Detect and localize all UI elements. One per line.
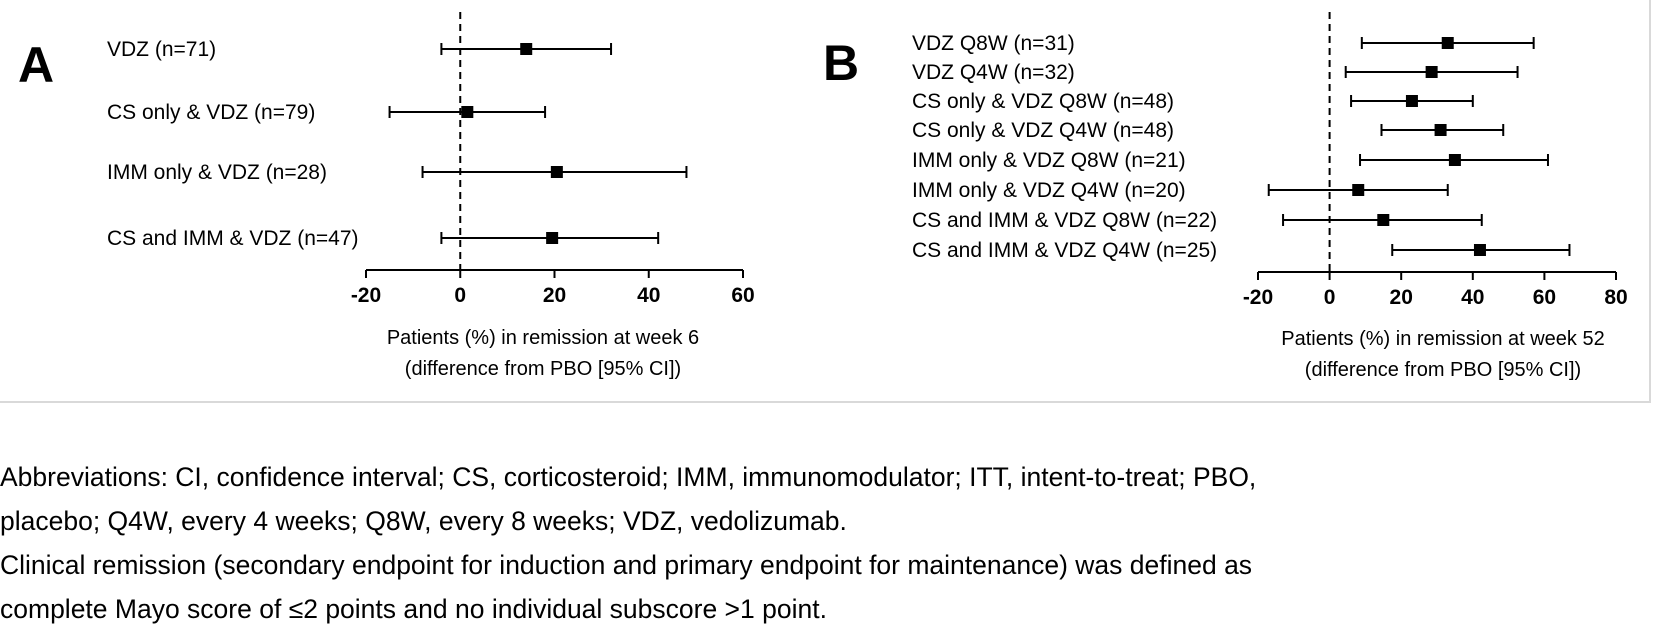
panel-a-tick-label: 60 bbox=[731, 284, 754, 307]
footnote-abbreviations-line-2: placebo; Q4W, every 4 weeks; Q8W, every … bbox=[0, 506, 847, 536]
panel-b-tick-label: 20 bbox=[1390, 286, 1413, 309]
panel-a-point-estimate bbox=[520, 43, 533, 55]
panel-b-point-estimate bbox=[1434, 124, 1447, 136]
panel-b-row-label: IMM only & VDZ Q4W (n=20) bbox=[912, 179, 1186, 202]
panel-b-axis-title-line-1: Patients (%) in remission at week 52 bbox=[1281, 328, 1604, 350]
panel-b-point-estimate bbox=[1448, 154, 1461, 166]
panel-b-letter: B bbox=[823, 35, 859, 91]
panel-a-point-estimate bbox=[546, 232, 559, 244]
forest-plot-figure: A -20 0 20 40 60 Patients (%) in remission at … bbox=[18, 12, 1628, 381]
panel-a-tick-label: -20 bbox=[351, 284, 381, 307]
panel-a-point-estimate bbox=[550, 166, 563, 178]
panel-b-tick-label: -20 bbox=[1243, 286, 1273, 309]
panel-b-row-label: IMM only & VDZ Q8W (n=21) bbox=[912, 149, 1186, 172]
panel-a-letter: A bbox=[18, 37, 54, 93]
panel-b-tick-label: 40 bbox=[1461, 286, 1484, 309]
panel-b-row-label: VDZ Q8W (n=31) bbox=[912, 32, 1075, 55]
panel-b-point-estimate bbox=[1473, 244, 1486, 256]
footnote-definition-line-2: complete Mayo score of ≤2 points and no … bbox=[0, 594, 827, 624]
panel-b-tick-label: 60 bbox=[1533, 286, 1556, 309]
panel-b-tick-label: 0 bbox=[1324, 286, 1336, 309]
panel-b-point-estimate bbox=[1425, 66, 1438, 78]
panel-b-axis-title-line-2: (difference from PBO [95% CI]) bbox=[1305, 359, 1581, 381]
panel-a-tick-label: 20 bbox=[543, 284, 566, 307]
panel-b-row-label: CS and IMM & VDZ Q8W (n=22) bbox=[912, 209, 1217, 232]
panel-b-tick-label: 80 bbox=[1604, 286, 1627, 309]
panel-b-point-estimate bbox=[1441, 37, 1454, 49]
panel-b-row-label: VDZ Q4W (n=32) bbox=[912, 61, 1075, 84]
panel-b-row-label: CS and IMM & VDZ Q4W (n=25) bbox=[912, 239, 1217, 262]
footnotes: Abbreviations: CI, confidence interval; … bbox=[0, 455, 1650, 631]
panel-b-point-estimate bbox=[1377, 214, 1390, 226]
panel-a-axis-title-line-2: (difference from PBO [95% CI]) bbox=[405, 358, 681, 380]
panel-a-point-estimate bbox=[461, 106, 474, 118]
panel-b-point-estimate bbox=[1352, 184, 1365, 196]
panel-a-row-label: CS only & VDZ (n=79) bbox=[107, 101, 315, 124]
panel-b-row-label: CS only & VDZ Q8W (n=48) bbox=[912, 90, 1174, 113]
panel-a-tick-label: 40 bbox=[637, 284, 660, 307]
panel-a-row-label: VDZ (n=71) bbox=[107, 38, 216, 61]
panel-a-row-label: IMM only & VDZ (n=28) bbox=[107, 161, 327, 184]
panel-a-tick-label: 0 bbox=[454, 284, 466, 307]
figure-frame bbox=[0, 0, 1651, 403]
panel-a-axis-title-line-1: Patients (%) in remission at week 6 bbox=[387, 327, 699, 349]
panel-a-row-label: CS and IMM & VDZ (n=47) bbox=[107, 227, 359, 250]
footnote-abbreviations-line-1: Abbreviations: CI, confidence interval; … bbox=[0, 462, 1257, 492]
panel-b-row-label: CS only & VDZ Q4W (n=48) bbox=[912, 119, 1174, 142]
panel-b-point-estimate bbox=[1405, 95, 1418, 107]
footnote-definition-line-1: Clinical remission (secondary endpoint f… bbox=[0, 550, 1253, 580]
